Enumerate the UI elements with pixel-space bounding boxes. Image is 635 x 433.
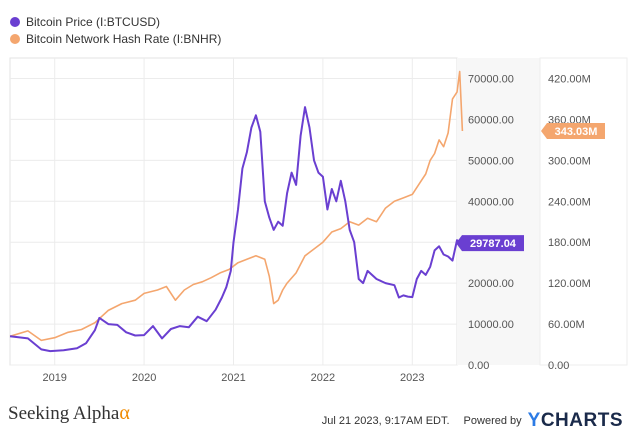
left-axis-tick-label: 20000.00	[468, 278, 514, 290]
gridlines	[9, 57, 458, 366]
x-axis-tick-label: 2020	[132, 372, 156, 384]
last-value-tag-hashrate: 343.03M	[541, 122, 605, 139]
last-value-tag-hashrate-bg	[541, 122, 605, 139]
series-line-btc	[9, 106, 463, 353]
right-axis-tick-label: 300.00M	[548, 155, 591, 167]
legend-marker-btc	[10, 17, 20, 27]
x-axis-tick-label: 2022	[311, 372, 335, 384]
left-axis-tick-label: 10000.00	[468, 319, 514, 331]
legend-marker-hashrate	[10, 34, 20, 44]
right-axis-tick-label: 60.00M	[548, 319, 585, 331]
ycharts-logo[interactable]: YCHARTS	[528, 410, 623, 432]
right-axis-tick-label: 120.00M	[548, 278, 591, 290]
axes: 0.0010000.0020000.0030000.0040000.005000…	[42, 73, 590, 384]
legend-item-btc[interactable]: Bitcoin Price (I:BTCUSD)	[10, 14, 160, 30]
x-axis-tick-label: 2023	[400, 372, 424, 384]
powered-by-label: Powered by	[463, 415, 522, 427]
footer-credits: Jul 21 2023, 9:17AM EDT. Powered by YCHA…	[322, 410, 623, 432]
alpha-icon: α	[119, 402, 130, 424]
seeking-alpha-text: Seeking Alpha	[8, 403, 120, 424]
series-line-hashrate	[9, 70, 464, 342]
last-value-label-hashrate: 343.03M	[555, 126, 598, 138]
right-axis-tick-label: 0.00	[548, 360, 569, 372]
right-axis-tick-label: 240.00M	[548, 196, 591, 208]
left-axis-tick-label: 40000.00	[468, 196, 514, 208]
legend-item-hashrate[interactable]: Bitcoin Network Hash Rate (I:BNHR)	[10, 31, 221, 47]
right-axis-tick-label: 180.00M	[548, 237, 591, 249]
right-axis-tick-label: 420.00M	[548, 73, 591, 85]
legend-label-btc: Bitcoin Price (I:BTCUSD)	[26, 15, 161, 29]
series-lines	[9, 70, 464, 353]
left-axis-tick-label: 0.00	[468, 360, 489, 372]
seeking-alpha-logo[interactable]: Seeking Alphaα	[8, 402, 130, 425]
value-tags: 29787.04 343.03M	[456, 122, 605, 252]
left-axis-tick-label: 50000.00	[468, 155, 514, 167]
right-axis-band	[457, 57, 628, 366]
last-value-label-btc: 29787.04	[470, 238, 517, 250]
x-axis-tick-label: 2021	[221, 372, 245, 384]
x-axis-tick-label: 2019	[42, 372, 66, 384]
last-value-tag-btc: 29787.04	[456, 235, 524, 252]
legend-label-hashrate: Bitcoin Network Hash Rate (I:BNHR)	[26, 32, 222, 46]
timestamp: Jul 21 2023, 9:17AM EDT.	[321, 415, 450, 427]
left-axis-band-bg	[457, 58, 540, 365]
left-axis-tick-label: 60000.00	[468, 114, 514, 126]
right-axis-band-bg	[539, 57, 628, 366]
ycharts-y-icon: Y	[527, 410, 541, 431]
left-axis-tick-label: 70000.00	[468, 73, 514, 85]
ycharts-text: CHARTS	[540, 410, 623, 431]
last-value-tag-btc-bg	[456, 235, 524, 252]
